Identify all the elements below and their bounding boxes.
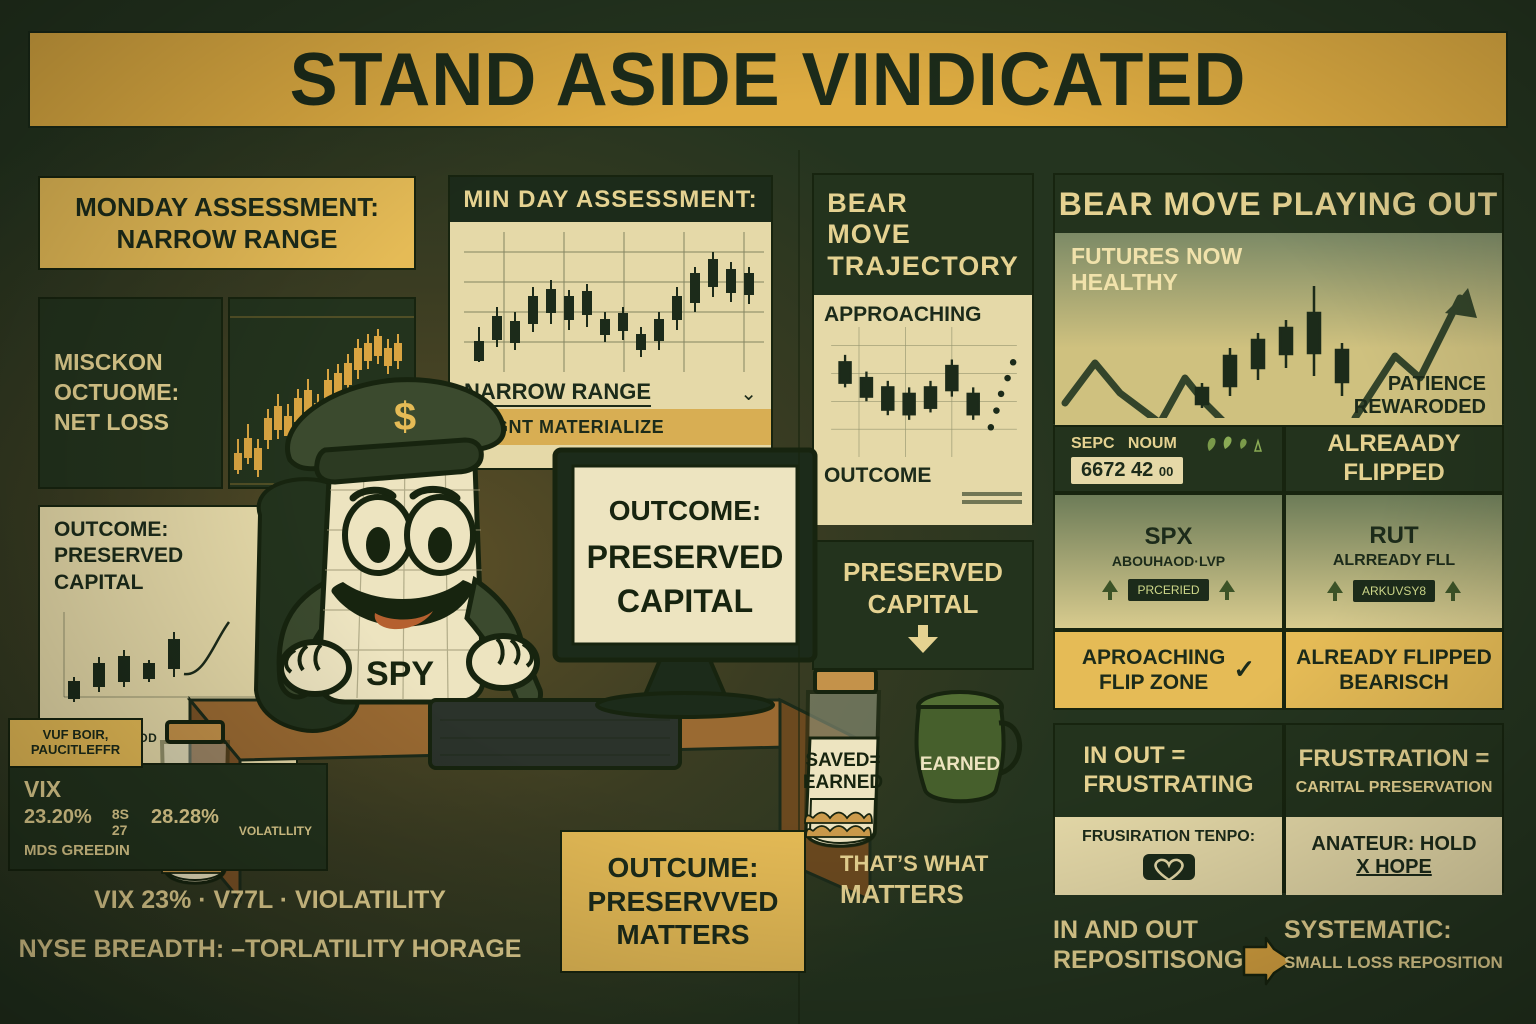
svg-text:PRESERVED: PRESERVED bbox=[587, 539, 784, 575]
svg-text:CAPITAL: CAPITAL bbox=[617, 583, 753, 619]
svg-text:SAVED=: SAVED= bbox=[805, 750, 880, 771]
svg-text:EARNED: EARNED bbox=[920, 754, 1000, 775]
svg-text:EARNED: EARNED bbox=[803, 772, 883, 793]
svg-text:OUTCOME:: OUTCOME: bbox=[609, 495, 761, 526]
svg-text:$: $ bbox=[394, 395, 416, 439]
